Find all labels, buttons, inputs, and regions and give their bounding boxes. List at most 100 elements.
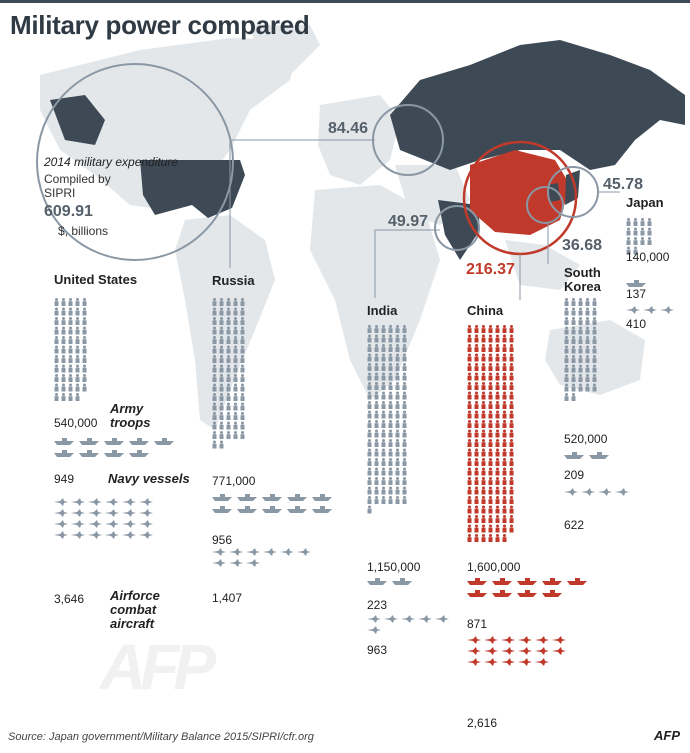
soldier-icon-china (481, 496, 486, 504)
soldier-icon-japan (633, 237, 638, 245)
soldier-icon-united-states (82, 364, 87, 373)
soldier-icon-united-states (75, 326, 80, 335)
vessels-united-states: 949 (54, 472, 75, 486)
soldier-icon-south-korea (571, 374, 576, 382)
fighter-jet-icon-united-states (139, 531, 153, 539)
soldier-icon-india (388, 382, 393, 390)
soldier-icon-china (474, 344, 479, 352)
soldier-icon-india (374, 420, 379, 428)
soldier-icon-china (495, 382, 500, 390)
fighter-jet-icon-united-states (122, 498, 136, 506)
soldier-icon-india (395, 496, 400, 504)
soldier-icon-south-korea (564, 345, 569, 354)
fighter-jet-icon-china (552, 636, 566, 644)
soldier-icon-russia (219, 355, 224, 363)
troops-russia: 771,000 (212, 474, 256, 488)
soldier-icon-india (402, 401, 407, 409)
soldier-icon-russia (219, 412, 224, 420)
soldier-icon-russia (219, 421, 224, 430)
aircraft-japan: 410 (626, 317, 647, 331)
soldier-icon-china (474, 353, 479, 362)
soldier-icon-india (381, 410, 386, 419)
soldier-icon-south-korea (592, 374, 597, 382)
fighter-jet-icon-russia (280, 548, 294, 556)
warship-icon-india (392, 578, 412, 585)
soldier-icon-russia (226, 421, 231, 430)
soldier-icon-india (381, 382, 386, 390)
soldier-icon-china (502, 439, 507, 447)
soldier-icon-japan (640, 218, 645, 226)
soldier-icon-india (402, 486, 407, 495)
soldier-icon-india (367, 391, 372, 400)
soldier-icon-china (467, 439, 472, 447)
soldier-icon-japan (640, 227, 645, 236)
fighter-jet-icon-china (518, 636, 532, 644)
country-india: India (367, 303, 398, 318)
soldier-icon-china (488, 524, 493, 533)
soldier-icon-south-korea (564, 374, 569, 382)
soldier-icon-china (509, 401, 514, 409)
soldier-icon-china (488, 410, 493, 419)
soldier-icon-india (381, 467, 386, 476)
fighter-jet-icon-united-states (122, 531, 136, 539)
soldier-icon-russia (233, 393, 238, 401)
soldier-icon-russia (212, 345, 217, 354)
soldier-icon-russia (212, 364, 217, 373)
fighter-jet-icon-united-states (139, 520, 153, 528)
soldier-icon-united-states (82, 326, 87, 335)
soldier-icon-china (481, 524, 486, 533)
soldier-icon-russia (212, 374, 217, 382)
soldier-icon-china (474, 372, 479, 381)
soldier-icon-china (467, 515, 472, 523)
soldier-icon-russia (240, 364, 245, 373)
soldier-icon-russia (226, 307, 231, 316)
soldier-icon-south-korea (585, 355, 590, 363)
soldier-icon-united-states (54, 383, 59, 392)
soldier-icon-india (395, 344, 400, 352)
soldier-icon-south-korea (585, 326, 590, 335)
soldier-icon-china (502, 467, 507, 476)
soldier-icon-china (474, 534, 479, 542)
soldier-icon-china (509, 477, 514, 485)
fighter-jet-icon-united-states (105, 509, 119, 517)
soldier-icon-china (502, 496, 507, 504)
soldier-icon-japan (626, 237, 631, 245)
leader-lines (229, 139, 620, 300)
fighter-jet-icon-united-states (139, 509, 153, 517)
soldier-icon-india (374, 353, 379, 362)
warship-icon-russia (237, 494, 257, 501)
soldier-icon-china (502, 420, 507, 428)
soldier-icon-china (488, 382, 493, 390)
soldier-icon-russia (233, 307, 238, 316)
soldier-icon-china (474, 420, 479, 428)
soldier-icon-united-states (82, 383, 87, 392)
soldier-icon-russia (219, 345, 224, 354)
soldier-icon-china (474, 467, 479, 476)
afp-logo: AFP (654, 728, 680, 743)
soldier-icon-india (381, 439, 386, 447)
warship-icon-south-korea (589, 452, 609, 459)
icon-rows (54, 218, 674, 666)
soldier-icon-united-states (68, 307, 73, 316)
soldier-icon-china (495, 429, 500, 438)
soldier-icon-united-states (54, 298, 59, 306)
soldier-icon-india (381, 429, 386, 438)
fighter-jet-icon-united-states (71, 498, 85, 506)
soldier-icon-china (488, 372, 493, 381)
leader-russia (229, 139, 375, 268)
soldier-icon-china (509, 353, 514, 362)
soldier-icon-south-korea (585, 317, 590, 325)
soldier-icon-china (467, 429, 472, 438)
soldier-icon-south-korea (571, 326, 576, 335)
soldier-icon-russia (240, 298, 245, 306)
soldier-icon-india (367, 420, 372, 428)
soldier-icon-india (388, 439, 393, 447)
soldier-icon-russia (240, 421, 245, 430)
fighter-jet-icon-china (535, 647, 549, 655)
vessels-south-korea: 209 (564, 468, 585, 482)
soldier-icon-india (381, 477, 386, 485)
soldier-icon-united-states (61, 374, 66, 382)
soldier-icon-india (381, 372, 386, 381)
soldier-icon-united-states (68, 374, 73, 382)
